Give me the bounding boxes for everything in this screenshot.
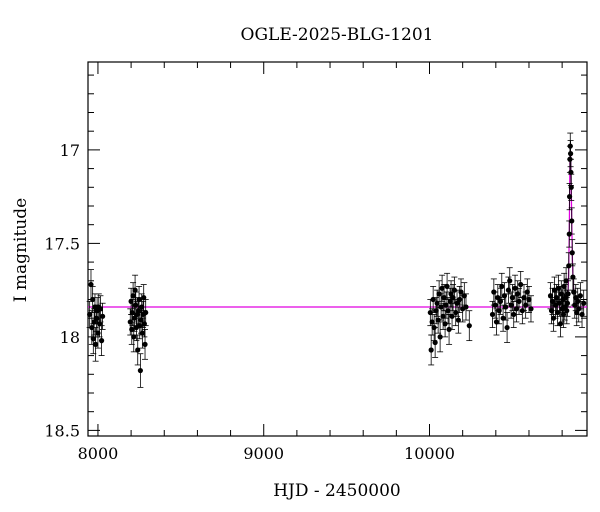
data-point	[547, 293, 554, 299]
data-point	[569, 250, 575, 256]
data-point	[90, 336, 96, 342]
data-point	[141, 295, 147, 301]
data-point	[132, 287, 138, 293]
data-point	[455, 317, 461, 323]
y-tick-label: 18.5	[44, 421, 80, 440]
data-point	[432, 339, 438, 346]
data-point	[555, 285, 562, 291]
data-point	[570, 274, 576, 280]
data-point	[130, 293, 136, 299]
data-point	[577, 293, 583, 299]
data-point	[512, 285, 518, 291]
chart-title: OGLE-2025-BLG-1201	[241, 25, 434, 45]
data-point	[429, 319, 435, 325]
plot-frame	[87, 61, 588, 437]
data-point	[513, 306, 519, 312]
data-point	[551, 287, 558, 293]
data-point	[98, 338, 105, 344]
data-point	[131, 334, 137, 340]
data-point	[466, 323, 472, 329]
data-point	[430, 296, 436, 303]
data-point	[441, 295, 447, 301]
data-point	[449, 313, 455, 319]
data-point	[516, 298, 522, 304]
data-point	[91, 319, 97, 325]
data-point	[554, 309, 561, 316]
data-point	[445, 308, 451, 314]
data-point	[457, 296, 463, 303]
data-point	[428, 347, 434, 353]
data-point	[564, 308, 570, 314]
data-point	[139, 330, 145, 336]
data-point	[137, 367, 143, 374]
data-point	[556, 300, 563, 306]
data-point	[97, 321, 103, 327]
data-point	[87, 311, 93, 318]
data-point	[88, 281, 94, 288]
data-point	[549, 298, 556, 304]
data-point	[136, 296, 142, 303]
data-point	[434, 300, 440, 306]
data-point	[135, 347, 141, 353]
data-point	[463, 304, 469, 310]
data-point	[509, 295, 515, 301]
data-point	[518, 281, 524, 288]
data-point	[492, 302, 498, 308]
data-point	[489, 311, 496, 318]
y-tick-label: 18	[60, 328, 80, 347]
data-point	[553, 295, 560, 301]
data-point	[500, 315, 506, 321]
data-point	[565, 291, 571, 297]
data-point	[454, 300, 460, 306]
data-point	[564, 300, 571, 306]
data-point	[93, 341, 99, 347]
data-point	[497, 298, 504, 304]
data-point	[557, 321, 564, 327]
data-point	[499, 283, 505, 289]
data-point	[526, 296, 532, 303]
data-point	[507, 278, 513, 284]
data-point	[440, 313, 446, 319]
data-point	[569, 218, 575, 224]
data-point	[581, 300, 587, 306]
data-point	[493, 319, 500, 325]
data-point	[129, 326, 135, 333]
data-point	[97, 306, 104, 312]
x-tick-label: 10000	[404, 444, 455, 463]
plot-layer: 8000 9000 10000 17 17.5 18 18.5	[44, 61, 588, 463]
data-point	[444, 283, 450, 289]
data-point	[504, 324, 510, 331]
x-tick-label: 8000	[78, 444, 119, 463]
data-point	[511, 311, 517, 318]
data-point	[129, 309, 136, 316]
data-point	[142, 341, 148, 347]
data-point	[458, 289, 464, 295]
data-point	[566, 263, 572, 269]
data-point	[503, 304, 509, 310]
data-point	[135, 308, 141, 314]
x-axis-label: HJD - 2450000	[273, 481, 401, 501]
data-point	[439, 285, 445, 291]
x-tick-label: 9000	[243, 444, 284, 463]
data-point	[567, 151, 574, 157]
data-point	[143, 309, 149, 316]
data-point	[508, 302, 514, 308]
y-tick-label: 17.5	[44, 234, 80, 253]
data-point	[90, 296, 96, 303]
data-point	[133, 302, 139, 308]
data-point	[568, 169, 574, 175]
data-point	[496, 308, 502, 314]
data-point	[438, 304, 444, 310]
y-tick-label: 17	[60, 141, 80, 160]
data-point	[528, 306, 534, 312]
data-point	[568, 184, 574, 190]
data-point	[443, 302, 449, 308]
data-point	[515, 291, 521, 297]
data-point	[437, 334, 443, 340]
data-point	[99, 313, 106, 319]
y-axis-label: I magnitude	[11, 198, 31, 302]
